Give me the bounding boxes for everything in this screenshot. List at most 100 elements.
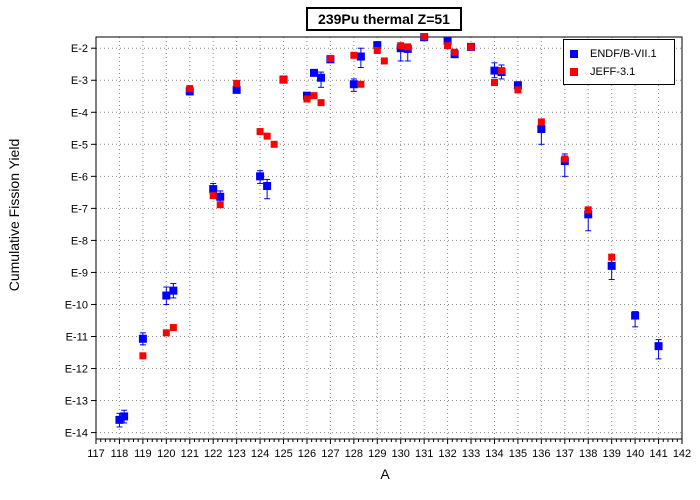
data-point bbox=[209, 192, 217, 200]
x-tick-label: 133 bbox=[462, 448, 480, 460]
x-tick-label: 125 bbox=[274, 448, 292, 460]
x-tick-label: 117 bbox=[87, 448, 105, 460]
data-point bbox=[397, 42, 405, 50]
data-point bbox=[584, 210, 593, 219]
data-point bbox=[537, 125, 546, 134]
x-tick-label: 139 bbox=[603, 448, 621, 460]
x-tick-label: 142 bbox=[673, 448, 691, 460]
data-point bbox=[216, 192, 225, 201]
plot-area bbox=[95, 36, 683, 440]
legend-marker-endf bbox=[570, 50, 578, 58]
x-tick-label: 121 bbox=[181, 448, 199, 460]
data-point bbox=[356, 52, 365, 61]
x-tick-label: 136 bbox=[532, 448, 550, 460]
data-point bbox=[256, 172, 265, 181]
y-tick-label: E-14 bbox=[65, 428, 88, 440]
x-tick-label: 135 bbox=[509, 448, 527, 460]
data-point bbox=[309, 68, 318, 77]
data-point bbox=[404, 43, 412, 51]
data-point bbox=[349, 80, 358, 89]
x-tick-label: 131 bbox=[415, 448, 433, 460]
y-tick-label: E-10 bbox=[65, 299, 88, 311]
data-point bbox=[380, 57, 388, 65]
data-point bbox=[317, 73, 326, 82]
data-point bbox=[451, 48, 459, 56]
y-tick-label: E-12 bbox=[65, 364, 88, 376]
data-point bbox=[444, 42, 452, 50]
legend-label-jeff: JEFF-3.1 bbox=[590, 66, 636, 78]
data-point bbox=[263, 132, 271, 140]
y-tick-label: E-7 bbox=[71, 203, 88, 215]
data-point bbox=[357, 80, 365, 88]
data-point bbox=[169, 324, 177, 332]
data-point bbox=[115, 415, 124, 424]
x-axis: 117 118 119 120 121 122 123 124 125 126 127 128 129 1… bbox=[87, 439, 691, 460]
data-point bbox=[162, 329, 170, 337]
data-point bbox=[420, 33, 428, 41]
y-tick-label: E-8 bbox=[71, 235, 88, 247]
legend: ENDF/B-VII.1 JEFF-3.1 bbox=[563, 39, 675, 85]
data-point bbox=[513, 81, 522, 90]
data-point bbox=[138, 334, 147, 343]
x-tick-label: 141 bbox=[649, 448, 667, 460]
x-tick-label: 122 bbox=[204, 448, 222, 460]
x-tick-label: 127 bbox=[321, 448, 339, 460]
x-tick-label: 134 bbox=[485, 448, 503, 460]
data-point bbox=[120, 412, 129, 421]
data-point bbox=[270, 140, 278, 148]
y-tick-label: E-4 bbox=[71, 107, 88, 119]
data-point bbox=[256, 128, 264, 136]
x-tick-label: 124 bbox=[251, 448, 269, 460]
x-tick-label: 130 bbox=[392, 448, 410, 460]
y-tick-label: E-9 bbox=[71, 267, 88, 279]
x-tick-label: 123 bbox=[227, 448, 245, 460]
data-point bbox=[584, 206, 592, 214]
data-point bbox=[490, 66, 499, 75]
data-point bbox=[607, 261, 616, 270]
legend-label-endf: ENDF/B-VII.1 bbox=[590, 48, 657, 60]
data-point bbox=[186, 85, 194, 93]
y-tick-label: E-2 bbox=[71, 43, 88, 55]
y-tick-label: E-6 bbox=[71, 171, 88, 183]
chart-title: 239Pu thermal Z=51 bbox=[306, 7, 462, 31]
x-tick-label: 118 bbox=[111, 448, 129, 460]
data-points bbox=[115, 33, 663, 428]
y-tick-label: E-11 bbox=[66, 331, 88, 343]
y-axis: E-2 E-3 E-4 E-5 E-6 E-7 E-8 E-9 E-10 E-11 E-12 E-13… bbox=[65, 43, 96, 440]
data-point bbox=[631, 311, 640, 320]
x-tick-label: 126 bbox=[298, 448, 316, 460]
x-tick-label: 128 bbox=[345, 448, 363, 460]
data-point bbox=[162, 291, 171, 300]
x-tick-label: 138 bbox=[579, 448, 597, 460]
grid-lines bbox=[96, 37, 682, 439]
data-point bbox=[139, 352, 147, 360]
data-point bbox=[443, 36, 452, 45]
data-point bbox=[326, 54, 334, 62]
data-point bbox=[490, 79, 498, 87]
x-tick-label: 140 bbox=[626, 448, 644, 460]
y-tick-label: E-5 bbox=[71, 139, 88, 151]
data-point bbox=[608, 253, 616, 261]
data-point bbox=[310, 92, 318, 100]
data-point bbox=[317, 99, 325, 107]
legend-marker-jeff bbox=[570, 68, 578, 76]
data-point bbox=[209, 185, 218, 194]
x-tick-label: 137 bbox=[556, 448, 574, 460]
x-tick-label: 132 bbox=[438, 448, 456, 460]
data-point bbox=[232, 85, 241, 94]
y-tick-label: E-3 bbox=[71, 75, 88, 87]
x-tick-label: 129 bbox=[368, 448, 386, 460]
data-point bbox=[561, 155, 569, 163]
data-point bbox=[373, 41, 382, 50]
x-axis-label: A bbox=[380, 466, 390, 482]
y-axis-label: Cumulative Fission Yield bbox=[6, 138, 22, 292]
data-point bbox=[514, 86, 522, 94]
data-point bbox=[263, 181, 272, 190]
data-point bbox=[373, 46, 381, 54]
series-endf bbox=[115, 33, 663, 428]
data-point bbox=[537, 118, 545, 126]
data-point bbox=[233, 79, 241, 87]
x-tick-label: 120 bbox=[157, 448, 175, 460]
data-point bbox=[654, 342, 663, 351]
